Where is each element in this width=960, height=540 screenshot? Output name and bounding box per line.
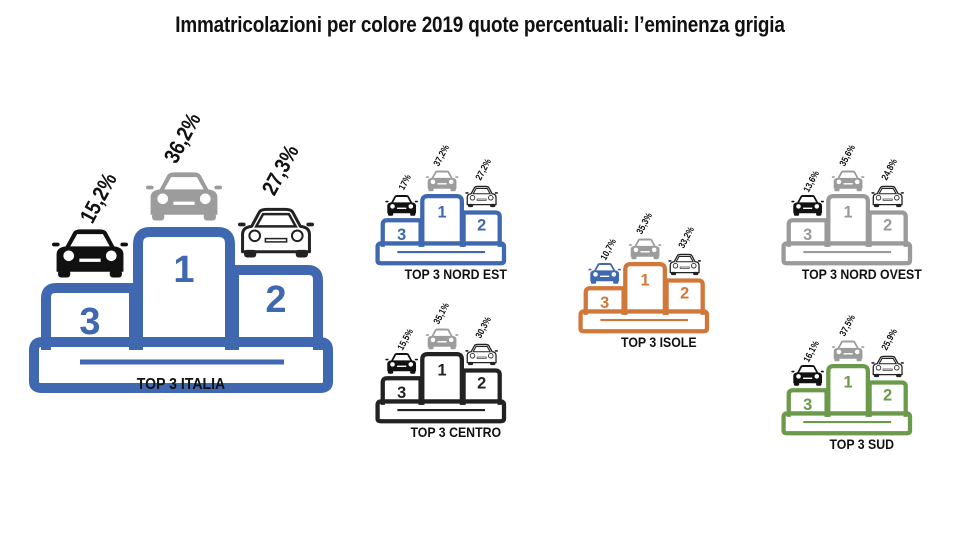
podium-top-3-nord-est: 1 2 3 37,2% 27,2% 17% TOP 3 NORD EST — [375, 143, 507, 282]
podium-base — [781, 411, 913, 436]
podium-drawing: 1 2 3 — [781, 340, 913, 436]
podium-step-second — [229, 265, 323, 350]
rank-number-second: 2 — [883, 387, 892, 405]
rank-number-first: 1 — [438, 362, 447, 380]
grey-car-icon — [831, 340, 865, 362]
podium-label: TOP 3 NORD EST — [404, 266, 507, 283]
rank-number-first: 1 — [438, 204, 447, 222]
black-car-icon — [385, 195, 419, 216]
podium-drawing: 1 2 3 — [375, 170, 507, 266]
rank-number-third: 3 — [397, 384, 406, 402]
white-car-icon — [238, 207, 314, 258]
grey-car-icon — [425, 328, 459, 350]
podium-base — [781, 241, 913, 266]
podium-step-first — [826, 364, 871, 417]
podium-step-first — [826, 194, 871, 247]
podium-drawing: 1 2 3 — [375, 328, 507, 424]
podium-step-first — [420, 194, 465, 247]
podium-top-3-nord-ovest: 1 2 3 35,6% 24,8% 13,6% TOP 3 NORD OVEST — [781, 143, 922, 282]
podium-step-second — [664, 278, 705, 315]
podium-step-first — [420, 352, 465, 405]
rank-number-third: 3 — [803, 226, 812, 244]
podium-step-second — [867, 210, 908, 247]
podium-label: TOP 3 CENTRO — [410, 424, 502, 441]
rank-number-second: 2 — [477, 217, 486, 235]
white-car-icon — [465, 185, 498, 208]
podium-top-3-italia: 1 2 3 36,2% 27,3% 15,2% TOP 3 ITALIA — [28, 108, 334, 393]
podium-step-third — [380, 218, 423, 247]
rank-number-first: 1 — [173, 249, 194, 291]
podium-step-second — [461, 368, 502, 405]
podium-top-3-isole: 1 2 3 35,3% 33,2% 10,7% TOP 3 ISOLE — [578, 211, 710, 350]
white-car-icon — [465, 343, 498, 366]
podium-top-3-sud: 1 2 3 37,5% 25,9% 16,1% TOP 3 SUD — [781, 313, 913, 452]
rank-number-third: 3 — [803, 396, 812, 414]
podium-drawing: 1 2 3 — [578, 238, 710, 334]
podium-label: TOP 3 ITALIA — [136, 376, 226, 393]
rank-number-second: 2 — [477, 375, 486, 393]
rank-number-third: 3 — [600, 294, 609, 312]
podium-step-third — [786, 388, 829, 417]
podium-label: TOP 3 SUD — [829, 436, 895, 453]
grey-car-icon — [831, 170, 865, 192]
podium-drawing: 1 2 3 — [29, 172, 333, 393]
rank-number-second: 2 — [265, 279, 286, 321]
podium-drawing: 1 2 3 — [781, 170, 913, 266]
blue-car-icon — [588, 263, 622, 284]
rank-number-second: 2 — [883, 217, 892, 235]
rank-number-second: 2 — [680, 285, 689, 303]
white-car-icon — [871, 185, 904, 208]
grey-car-icon — [146, 172, 222, 221]
podium-step-first — [623, 262, 668, 315]
rank-number-first: 1 — [844, 204, 853, 222]
white-car-icon — [668, 253, 701, 276]
podium-step-second — [461, 210, 502, 247]
black-car-icon — [385, 353, 419, 374]
podium-base — [375, 241, 507, 266]
podium-base — [578, 309, 710, 334]
black-car-icon — [791, 365, 825, 386]
podium-label: TOP 3 NORD OVEST — [801, 266, 922, 283]
podium-step-third — [786, 218, 829, 247]
grey-car-icon — [628, 238, 662, 260]
chart-title: Immatricolazioni per colore 2019 quote p… — [175, 12, 785, 37]
podium-top-3-centro: 1 2 3 35,1% 30,3% 15,5% TOP 3 CENTRO — [375, 301, 507, 440]
podium-step-second — [867, 380, 908, 417]
podium-step-third — [41, 283, 139, 350]
rank-number-first: 1 — [844, 374, 853, 392]
white-car-icon — [871, 355, 904, 378]
rank-number-third: 3 — [397, 226, 406, 244]
podium-base — [375, 399, 507, 424]
podium-step-third — [583, 286, 626, 315]
black-car-icon — [791, 195, 825, 216]
podium-base — [29, 337, 333, 393]
rank-number-first: 1 — [641, 272, 650, 290]
podium-step-first — [133, 227, 235, 350]
grey-car-icon — [425, 170, 459, 192]
rank-number-third: 3 — [79, 301, 100, 343]
podium-label: TOP 3 ISOLE — [621, 334, 697, 351]
podium-step-third — [380, 376, 423, 405]
black-car-icon — [52, 229, 128, 278]
